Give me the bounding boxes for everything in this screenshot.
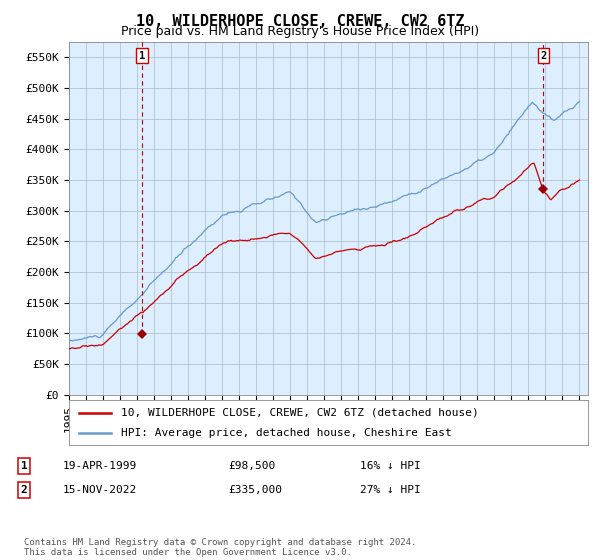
Text: 15-NOV-2022: 15-NOV-2022 bbox=[63, 485, 137, 495]
Text: HPI: Average price, detached house, Cheshire East: HPI: Average price, detached house, Ches… bbox=[121, 428, 452, 438]
Text: 19-APR-1999: 19-APR-1999 bbox=[63, 461, 137, 471]
Text: 2: 2 bbox=[20, 485, 28, 495]
Text: Contains HM Land Registry data © Crown copyright and database right 2024.
This d: Contains HM Land Registry data © Crown c… bbox=[24, 538, 416, 557]
Text: 16% ↓ HPI: 16% ↓ HPI bbox=[360, 461, 421, 471]
Text: 1: 1 bbox=[139, 51, 145, 61]
Text: 10, WILDERHOPE CLOSE, CREWE, CW2 6TZ (detached house): 10, WILDERHOPE CLOSE, CREWE, CW2 6TZ (de… bbox=[121, 408, 479, 418]
Text: Price paid vs. HM Land Registry's House Price Index (HPI): Price paid vs. HM Land Registry's House … bbox=[121, 25, 479, 38]
Text: 27% ↓ HPI: 27% ↓ HPI bbox=[360, 485, 421, 495]
Text: £335,000: £335,000 bbox=[228, 485, 282, 495]
Text: 10, WILDERHOPE CLOSE, CREWE, CW2 6TZ: 10, WILDERHOPE CLOSE, CREWE, CW2 6TZ bbox=[136, 14, 464, 29]
Text: 1: 1 bbox=[20, 461, 28, 471]
Text: 2: 2 bbox=[540, 51, 547, 61]
Text: £98,500: £98,500 bbox=[228, 461, 275, 471]
